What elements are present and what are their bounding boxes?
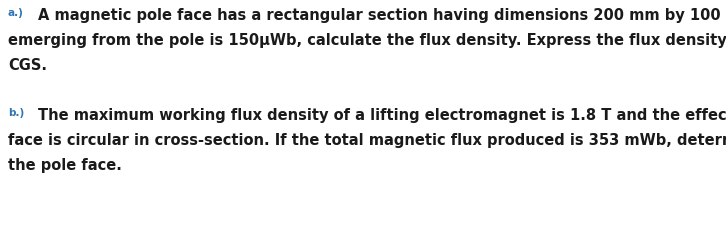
- Text: the pole face.: the pole face.: [8, 158, 122, 173]
- Text: a.): a.): [8, 8, 24, 18]
- Text: b.): b.): [8, 108, 24, 118]
- Text: CGS.: CGS.: [8, 58, 47, 73]
- Text: face is circular in cross-section. If the total magnetic flux produced is 353 mW: face is circular in cross-section. If th…: [8, 133, 726, 148]
- Text: emerging from the pole is 150μWb, calculate the flux density. Express the flux d: emerging from the pole is 150μWb, calcul…: [8, 33, 726, 48]
- Text: The maximum working flux density of a lifting electromagnet is 1.8 T and the eff: The maximum working flux density of a li…: [38, 108, 726, 123]
- Text: A magnetic pole face has a rectangular section having dimensions 200 mm by 100 m: A magnetic pole face has a rectangular s…: [38, 8, 726, 23]
